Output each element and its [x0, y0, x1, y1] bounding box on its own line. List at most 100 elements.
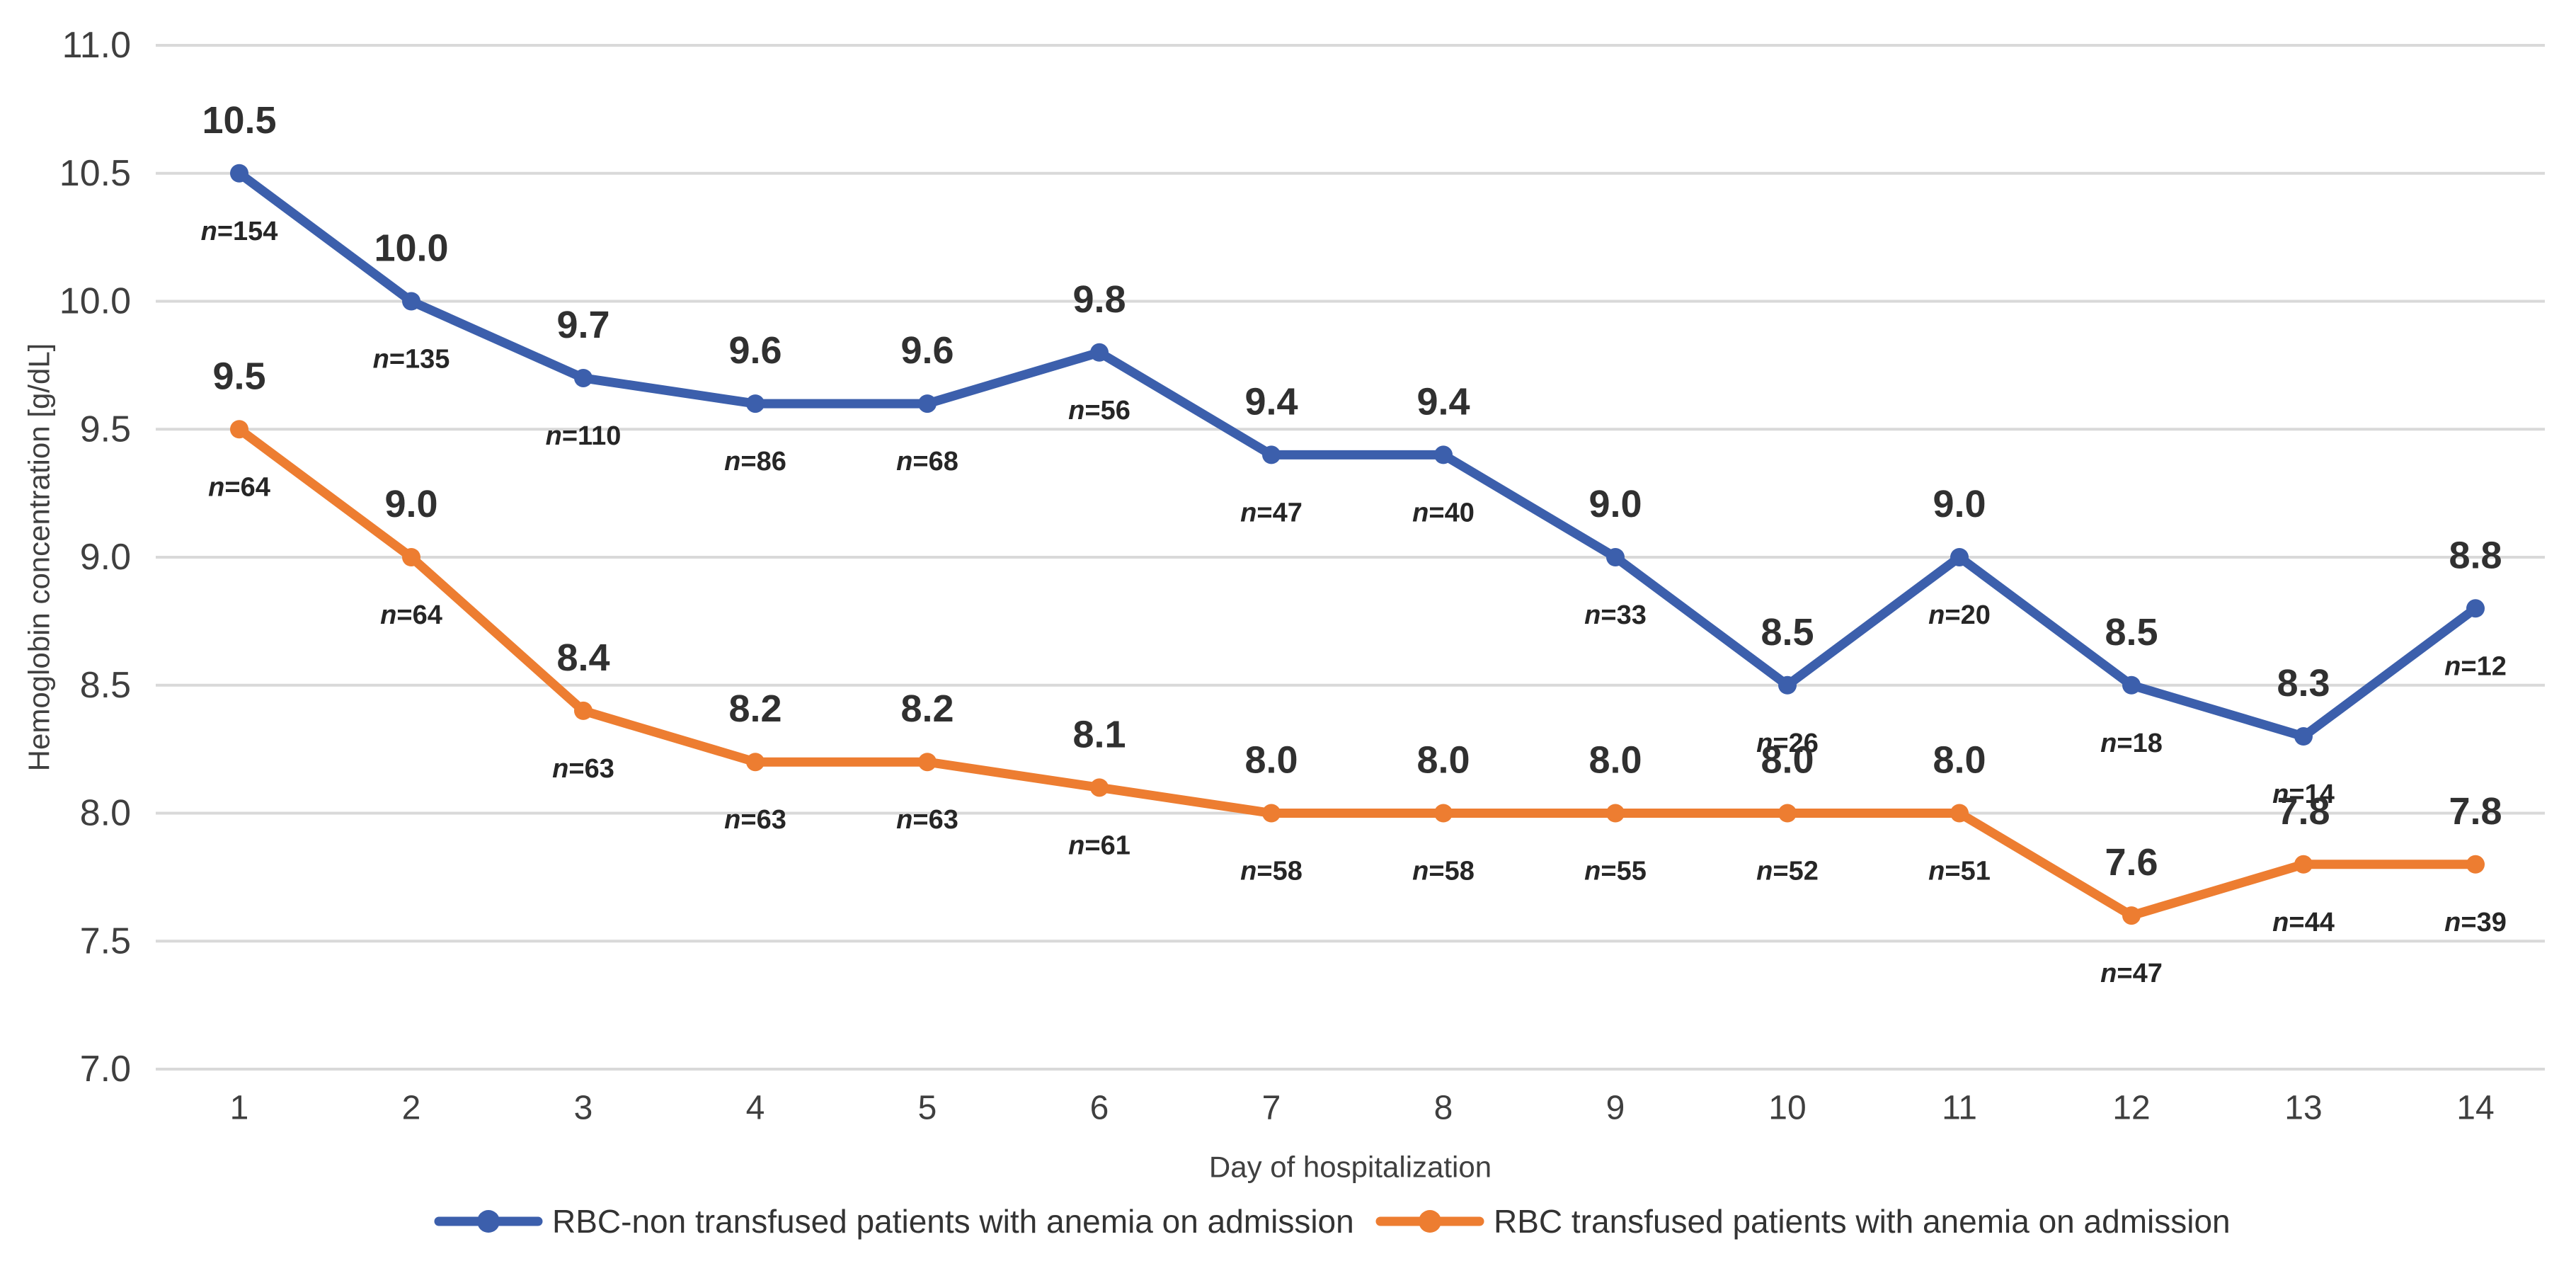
data-point-marker	[1262, 804, 1281, 823]
n-label: n=47	[1240, 498, 1303, 527]
data-point-marker	[2122, 675, 2141, 695]
x-tick-label: 11	[1942, 1090, 1977, 1127]
n-label: n=64	[208, 472, 270, 502]
data-point-marker	[1778, 804, 1797, 823]
x-tick-label: 1	[230, 1090, 249, 1127]
y-tick-label: 11.0	[62, 25, 131, 66]
n-label: n=26	[1756, 729, 1819, 758]
x-tick-label: 6	[1090, 1090, 1109, 1127]
value-label: 8.8	[2449, 534, 2502, 576]
n-label: n=44	[2272, 908, 2335, 937]
value-label: 7.8	[2277, 790, 2330, 833]
value-label: 9.5	[212, 355, 265, 397]
data-point-marker	[1434, 804, 1453, 823]
y-tick-label: 8.0	[80, 793, 131, 834]
n-label: n=51	[1928, 857, 1991, 886]
x-tick-label: 8	[1434, 1090, 1453, 1127]
data-point-marker	[918, 394, 937, 413]
x-axis-title: Day of hospitalization	[1209, 1151, 1492, 1184]
value-label: 8.0	[1588, 739, 1642, 782]
data-point-marker	[2294, 855, 2313, 874]
x-tick-label: 5	[918, 1090, 937, 1127]
n-label: n=40	[1412, 498, 1475, 527]
y-tick-label: 7.5	[80, 920, 131, 962]
data-point-marker	[2122, 906, 2141, 925]
value-label: 8.5	[2105, 611, 2158, 654]
legend-item-label: RBC transfused patients with anemia on a…	[1494, 1203, 2231, 1240]
n-label: n=39	[2444, 908, 2507, 937]
value-label: 7.8	[2449, 790, 2502, 833]
value-label: 10.0	[374, 227, 448, 270]
n-label: n=63	[724, 805, 786, 835]
value-label: 9.4	[1244, 380, 1298, 423]
value-label: 8.4	[556, 637, 609, 679]
value-label: 8.1	[1072, 713, 1126, 755]
value-label: 9.7	[556, 304, 609, 346]
value-label: 8.0	[1761, 739, 1814, 782]
x-tick-label: 12	[2112, 1090, 2150, 1127]
value-label: 8.0	[1933, 739, 1986, 782]
n-label: n=14	[2272, 780, 2335, 809]
value-label: 9.6	[728, 329, 782, 372]
n-label: n=12	[2444, 651, 2507, 681]
legend-item-label: RBC-non transfused patients with anemia …	[552, 1203, 1354, 1240]
value-label: 9.6	[900, 329, 954, 372]
data-point-marker	[574, 368, 593, 387]
data-point-marker	[574, 701, 593, 720]
n-label: n=33	[1584, 600, 1647, 630]
data-point-marker	[230, 420, 248, 439]
series-line-non-transfused	[234, 169, 2480, 741]
value-label: 8.2	[900, 687, 954, 730]
n-label: n=47	[2100, 959, 2163, 988]
x-tick-label: 14	[2456, 1090, 2494, 1127]
data-point-marker	[402, 292, 420, 311]
y-tick-label: 10.0	[59, 281, 131, 322]
legend-marker	[1419, 1210, 1441, 1233]
n-label: n=58	[1240, 857, 1303, 886]
n-label: n=61	[1068, 831, 1130, 860]
value-label: 10.5	[202, 99, 276, 142]
n-label: n=86	[724, 447, 786, 477]
x-tick-label: 2	[402, 1090, 421, 1127]
data-point-marker	[1778, 675, 1797, 695]
data-point-marker	[1090, 778, 1109, 797]
data-point-marker	[402, 548, 420, 566]
value-label: 8.3	[2277, 662, 2330, 704]
n-label: n=154	[201, 217, 278, 246]
value-label: 9.0	[384, 483, 437, 525]
y-tick-label: 8.5	[80, 665, 131, 706]
n-label: n=58	[1412, 857, 1475, 886]
y-tick-label: 9.0	[80, 537, 131, 578]
n-label: n=63	[552, 754, 614, 784]
y-axis-title: Hemoglobin concentration [g/dL]	[23, 343, 56, 772]
data-point-marker	[1950, 548, 1969, 566]
y-tick-label: 9.5	[80, 409, 131, 450]
data-point-marker	[2466, 599, 2485, 618]
data-point-marker	[1606, 548, 1625, 566]
value-label: 7.6	[2105, 841, 2158, 884]
n-label: n=110	[546, 421, 622, 451]
value-label: 8.0	[1244, 739, 1298, 782]
value-label: 9.0	[1588, 483, 1642, 525]
legend-marker	[477, 1210, 500, 1233]
value-label: 9.8	[1072, 278, 1126, 321]
n-label: n=52	[1756, 857, 1819, 886]
n-label: n=64	[380, 600, 442, 630]
n-label: n=18	[2100, 729, 2163, 758]
data-point-marker	[230, 164, 248, 183]
data-point-marker	[2466, 855, 2485, 874]
n-label: n=63	[896, 805, 958, 835]
n-label: n=20	[1928, 600, 1991, 630]
y-tick-label: 10.5	[59, 153, 131, 194]
data-point-marker	[918, 753, 937, 772]
x-tick-label: 10	[1768, 1090, 1806, 1127]
value-label: 9.4	[1416, 380, 1470, 423]
series-line-transfused	[234, 424, 2480, 920]
value-label: 8.2	[728, 687, 782, 730]
data-point-marker	[1950, 804, 1969, 823]
data-point-marker	[746, 394, 765, 413]
value-label: 9.0	[1933, 483, 1986, 525]
